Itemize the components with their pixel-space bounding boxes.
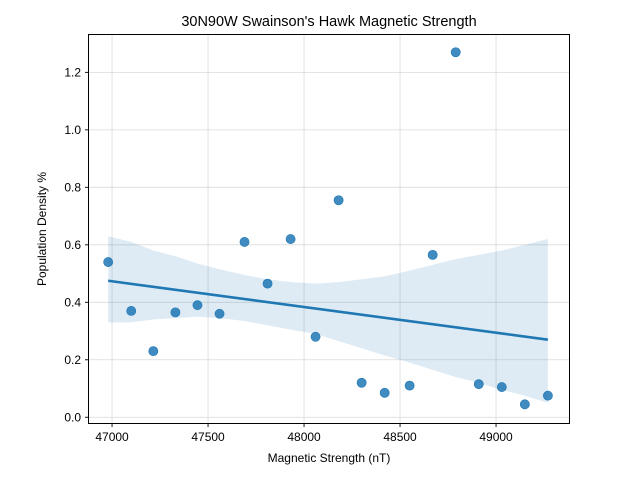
y-axis-label: Population Density % xyxy=(35,172,49,286)
data-point xyxy=(379,387,390,398)
data-point xyxy=(192,300,203,311)
x-axis-ticks: 47000 47500 48000 48500 49000 xyxy=(95,423,513,444)
data-point xyxy=(126,306,137,316)
x-axis-label: Magnetic Strength (nT) xyxy=(268,451,391,465)
y-tick-label: 0.6 xyxy=(64,238,81,252)
grid-lines xyxy=(89,35,569,423)
regression-line xyxy=(108,279,549,341)
x-tick-label: 47000 xyxy=(95,430,129,444)
data-point xyxy=(473,379,484,390)
y-tick-label: 0.8 xyxy=(64,181,81,195)
data-point xyxy=(496,382,507,392)
data-point xyxy=(214,308,225,319)
data-points xyxy=(103,47,553,410)
plot-frame xyxy=(88,34,570,424)
confidence-band xyxy=(108,236,548,403)
y-tick-label: 0.2 xyxy=(64,353,81,367)
x-tick-label: 48000 xyxy=(287,430,321,444)
data-point xyxy=(450,47,461,58)
data-point xyxy=(310,331,321,342)
data-point xyxy=(519,399,530,410)
data-point xyxy=(103,257,114,267)
data-point xyxy=(542,390,553,401)
regression-line-layer xyxy=(108,279,549,341)
data-point xyxy=(356,377,367,388)
data-point xyxy=(333,195,344,206)
data-point xyxy=(285,234,296,244)
data-point xyxy=(239,237,250,247)
y-tick-label: 0.4 xyxy=(64,295,81,309)
data-point xyxy=(148,346,159,357)
data-point xyxy=(170,307,181,318)
chart-title: 30N90W Swainson's Hawk Magnetic Strength xyxy=(181,14,476,30)
x-tick-label: 48500 xyxy=(383,430,417,444)
data-point xyxy=(404,380,415,391)
data-point xyxy=(262,278,273,289)
y-tick-label: 0.0 xyxy=(64,410,81,424)
y-axis-ticks: 0.0 0.2 0.4 0.6 0.8 1.0 1.2 xyxy=(64,66,89,424)
x-tick-label: 47500 xyxy=(191,430,225,444)
y-tick-label: 1.0 xyxy=(64,123,81,137)
data-point xyxy=(427,249,438,260)
confidence-band-layer xyxy=(108,236,548,403)
y-tick-label: 1.2 xyxy=(64,66,81,80)
x-tick-label: 49000 xyxy=(479,430,513,444)
